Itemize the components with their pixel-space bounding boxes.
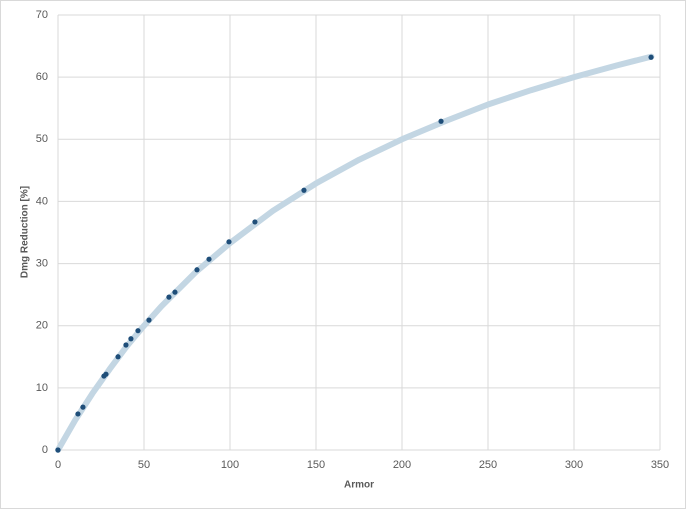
data-point [103,371,109,377]
data-point [135,328,141,334]
data-point [166,294,172,300]
data-point [128,336,134,342]
data-point [226,239,232,245]
data-point [206,256,212,262]
x-tick-label: 300 [565,459,583,471]
y-tick-label: 70 [36,9,48,21]
data-point [75,411,81,417]
y-tick-label: 50 [36,133,48,145]
y-tick-label: 20 [36,320,48,332]
y-tick-label: 40 [36,195,48,207]
data-point [115,354,121,360]
x-tick-label: 250 [479,459,497,471]
x-axis-title: Armor [344,480,374,491]
data-point [80,404,86,410]
y-tick-label: 10 [36,382,48,394]
fit-curve [55,53,655,453]
data-point [172,289,178,295]
data-point [55,447,61,453]
data-point [252,219,258,225]
data-point [146,317,152,323]
data-point [438,118,444,124]
y-tick-label: 0 [42,444,48,456]
data-point [301,187,307,193]
y-tick-label: 30 [36,257,48,269]
y-tick-label: 60 [36,71,48,83]
x-tick-label: 0 [55,459,61,471]
data-point [648,54,654,60]
x-tick-label: 50 [138,459,150,471]
data-point [194,267,200,273]
x-tick-label: 150 [307,459,325,471]
x-tick-label: 100 [221,459,239,471]
x-tick-label: 350 [651,459,669,471]
x-tick-label: 200 [393,459,411,471]
data-point [123,342,129,348]
y-axis-title: Dmg Reduction [%] [20,186,31,278]
